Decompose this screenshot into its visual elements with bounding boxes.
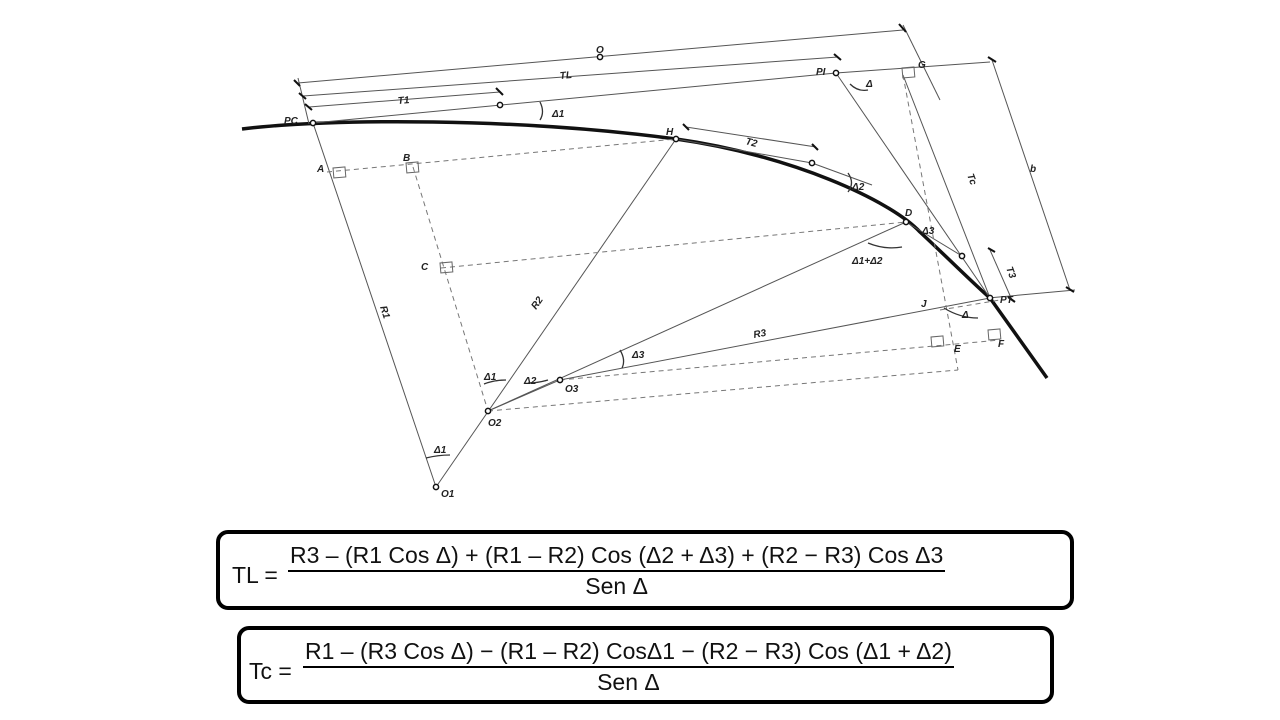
formula-tc-numerator: R1 – (R3 Cos Δ) − (R1 – R2) CosΔ1 − (R2 … (303, 638, 954, 668)
formula-tl-fraction: R3 – (R1 Cos Δ) + (R1 – R2) Cos (Δ2 + Δ3… (288, 542, 946, 600)
label-h: H (666, 127, 674, 138)
label-r3: R3 (753, 328, 768, 341)
formula-tl-denominator: Sen Δ (585, 573, 648, 599)
label-delta1-top: Δ1 (551, 109, 565, 120)
label-t3: T3 (1003, 265, 1017, 280)
label-t1: T1 (397, 95, 410, 107)
angle-arcs (425, 83, 979, 459)
label-delta-pt: Δ (961, 310, 969, 321)
construction-lines (297, 24, 1076, 488)
label-delta3-mid: Δ3 (631, 350, 645, 361)
formula-tc-fraction: R1 – (R3 Cos Δ) − (R1 – R2) CosΔ1 − (R2 … (303, 638, 954, 696)
dimension-ticks (293, 23, 1075, 303)
label-delta2-top: Δ2 (851, 182, 865, 193)
label-delta3-top: Δ3 (921, 226, 935, 237)
compound-curve-diagram: PC PI PT H D G A B C E F J O TL T1 T2 T3… (241, 23, 1076, 500)
label-j: J (921, 299, 927, 310)
label-f: F (998, 339, 1005, 350)
label-o3: O3 (565, 384, 579, 395)
label-c: C (421, 262, 429, 273)
label-tl: TL (559, 70, 572, 82)
formula-tc-lhs: Tc = (249, 658, 292, 684)
label-e: E (954, 344, 961, 355)
label-o1: O1 (441, 489, 455, 500)
label-tc: Tc (964, 172, 978, 187)
survey-points (309, 53, 994, 491)
label-o2: O2 (488, 418, 502, 429)
label-b: B (403, 153, 410, 164)
right-angle-marks (332, 66, 1002, 348)
diagram-labels: PC PI PT H D G A B C E F J O TL T1 T2 T3… (284, 45, 1036, 500)
label-b-dim: b (1030, 164, 1036, 175)
label-d: D (905, 208, 912, 219)
label-pt: PT (1000, 295, 1014, 306)
road-curve (241, 119, 1049, 380)
formula-tc-box: Tc = R1 – (R3 Cos Δ) − (R1 – R2) CosΔ1 −… (237, 626, 1054, 704)
label-r1: R1 (377, 305, 392, 321)
label-delta2-mid: Δ2 (523, 376, 537, 387)
label-t2: T2 (744, 136, 759, 150)
label-delta1-low: Δ1 (433, 445, 447, 456)
formula-tl-lhs: TL = (232, 562, 278, 588)
formula-tl-numerator: R3 – (R1 Cos Δ) + (R1 – R2) Cos (Δ2 + Δ3… (288, 542, 946, 572)
formula-tl-box: TL = R3 – (R1 Cos Δ) + (R1 – R2) Cos (Δ2… (216, 530, 1074, 610)
dashed-lines (326, 74, 1001, 412)
label-delta1-plus-delta2: Δ1+Δ2 (851, 256, 883, 267)
label-r2: R2 (529, 295, 546, 312)
label-pc: PC (284, 116, 299, 127)
label-delta-pi: Δ (865, 79, 873, 90)
label-a: A (316, 164, 324, 175)
label-o: O (596, 45, 604, 56)
label-g: G (918, 60, 926, 71)
formula-tc-denominator: Sen Δ (597, 669, 660, 695)
label-pi: PI (816, 67, 826, 78)
label-delta1-mid: Δ1 (483, 372, 497, 383)
